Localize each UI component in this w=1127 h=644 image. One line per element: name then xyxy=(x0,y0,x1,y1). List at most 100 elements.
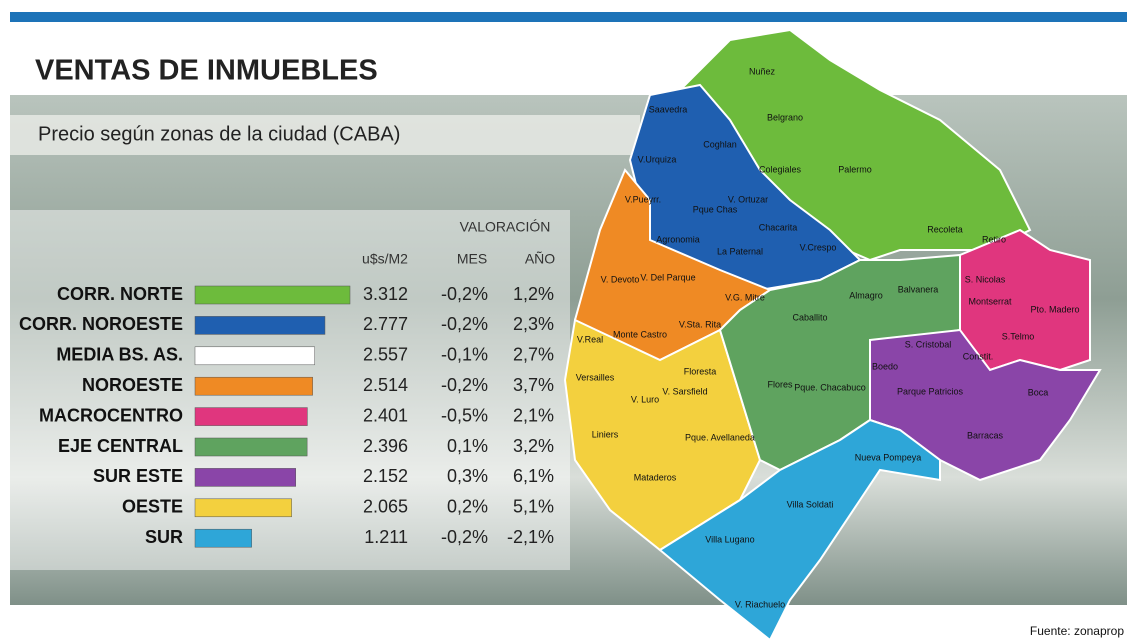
mes-label: 0,2% xyxy=(447,497,488,517)
map-label: Agronomia xyxy=(656,234,700,244)
header-anio: AÑO xyxy=(525,251,555,267)
map-label: V. Sarsfield xyxy=(662,386,707,396)
map-label: V.Urquiza xyxy=(638,154,677,164)
value-label: 2.152 xyxy=(363,466,408,486)
map-label: Nueva Pompeya xyxy=(855,452,922,462)
map-label: Belgrano xyxy=(767,112,803,122)
anio-label: 1,2% xyxy=(513,284,554,304)
header-group: VALORACIÓN xyxy=(460,219,551,235)
anio-label: 5,1% xyxy=(513,497,554,517)
mes-label: 0,3% xyxy=(447,466,488,486)
map-label: Retiro xyxy=(982,234,1006,244)
bar xyxy=(195,499,292,517)
row-label: MEDIA BS. AS. xyxy=(56,345,183,365)
bar xyxy=(195,468,296,486)
map-label: S. Nicolas xyxy=(965,274,1006,284)
mes-label: 0,1% xyxy=(447,436,488,456)
map-label: Villa Soldati xyxy=(787,499,834,509)
row-label: OESTE xyxy=(122,497,183,517)
map-label: V.Crespo xyxy=(800,242,837,252)
map-label: Colegiales xyxy=(759,164,802,174)
map-label: Saavedra xyxy=(649,104,688,114)
row-label: SUR xyxy=(145,527,183,547)
bar xyxy=(195,377,313,395)
map-label: Liniers xyxy=(592,429,619,439)
source: Fuente: zonaprop xyxy=(1030,624,1124,638)
map-label: V. Devoto xyxy=(601,274,640,284)
anio-label: 2,3% xyxy=(513,314,554,334)
row-label: NOROESTE xyxy=(82,375,183,395)
bar xyxy=(195,529,252,547)
map-label: Nuñez xyxy=(749,66,776,76)
bar xyxy=(195,316,325,334)
bar xyxy=(195,347,315,365)
anio-label: 3,2% xyxy=(513,436,554,456)
value-label: 2.396 xyxy=(363,436,408,456)
map-label: Almagro xyxy=(849,290,883,300)
map-label: Pque. Chacabuco xyxy=(794,382,866,392)
map-label: Constit. xyxy=(963,351,994,361)
map-label: Boca xyxy=(1028,387,1049,397)
map-label: La Paternal xyxy=(717,246,763,256)
map-label: V.Pueyrr. xyxy=(625,194,661,204)
header-mes: MES xyxy=(457,251,487,267)
map-label: Pque. Avellaneda xyxy=(685,432,755,442)
mes-label: -0,2% xyxy=(441,375,488,395)
map-label: Floresta xyxy=(684,366,717,376)
bar xyxy=(195,438,307,456)
map-label: V. Ortuzar xyxy=(728,194,768,204)
bar xyxy=(195,286,350,304)
header-price: u$s/M2 xyxy=(362,251,408,267)
map-label: Coghlan xyxy=(703,139,737,149)
map-label: Pto. Madero xyxy=(1030,304,1079,314)
row-label: SUR ESTE xyxy=(93,466,183,486)
map-label: V.Sta. Rita xyxy=(679,319,721,329)
map-label: Caballito xyxy=(792,312,827,322)
row-label: CORR. NOROESTE xyxy=(19,314,183,334)
value-label: 2.401 xyxy=(363,405,408,425)
anio-label: 6,1% xyxy=(513,466,554,486)
mes-label: -0,2% xyxy=(441,284,488,304)
map-label: Mataderos xyxy=(634,472,677,482)
map-label: Recoleta xyxy=(927,224,963,234)
map-label: Versailles xyxy=(576,372,615,382)
value-label: 2.065 xyxy=(363,497,408,517)
map-label: V. Riachuelo xyxy=(735,599,785,609)
mes-label: -0,2% xyxy=(441,314,488,334)
subtitle: Precio según zonas de la ciudad (CABA) xyxy=(38,123,400,145)
value-label: 2.777 xyxy=(363,314,408,334)
map-label: S.Telmo xyxy=(1002,331,1035,341)
chart-title: VENTAS DE INMUEBLES xyxy=(35,55,378,87)
map-label: S. Cristobal xyxy=(905,339,952,349)
map-label: Pque Chas xyxy=(693,204,738,214)
map-label: Flores xyxy=(767,379,793,389)
value-label: 2.514 xyxy=(363,375,408,395)
anio-label: 3,7% xyxy=(513,375,554,395)
map-label: Villa Lugano xyxy=(705,534,754,544)
map-label: Montserrat xyxy=(968,296,1012,306)
map-label: Palermo xyxy=(838,164,872,174)
map-label: Barracas xyxy=(967,430,1004,440)
mes-label: -0,1% xyxy=(441,345,488,365)
mes-label: -0,5% xyxy=(441,405,488,425)
map-label: V.G. Mitre xyxy=(725,292,765,302)
mes-label: -0,2% xyxy=(441,527,488,547)
infographic: VENTAS DE INMUEBLES Precio según zonas d… xyxy=(0,0,1127,644)
row-label: EJE CENTRAL xyxy=(58,436,183,456)
value-label: 2.557 xyxy=(363,345,408,365)
top-band xyxy=(10,12,1127,22)
anio-label: -2,1% xyxy=(507,527,554,547)
row-label: CORR. NORTE xyxy=(57,284,183,304)
row-label: MACROCENTRO xyxy=(39,405,183,425)
map-label: Parque Patricios xyxy=(897,386,964,396)
value-label: 3.312 xyxy=(363,284,408,304)
value-label: 1.211 xyxy=(364,527,408,547)
map-label: V. Luro xyxy=(631,394,659,404)
map-label: Monte Castro xyxy=(613,329,667,339)
anio-label: 2,1% xyxy=(513,405,554,425)
map-label: V.Real xyxy=(577,334,603,344)
map-label: Balvanera xyxy=(898,284,939,294)
map-label: Chacarita xyxy=(759,222,798,232)
anio-label: 2,7% xyxy=(513,345,554,365)
map-label: Boedo xyxy=(872,361,898,371)
